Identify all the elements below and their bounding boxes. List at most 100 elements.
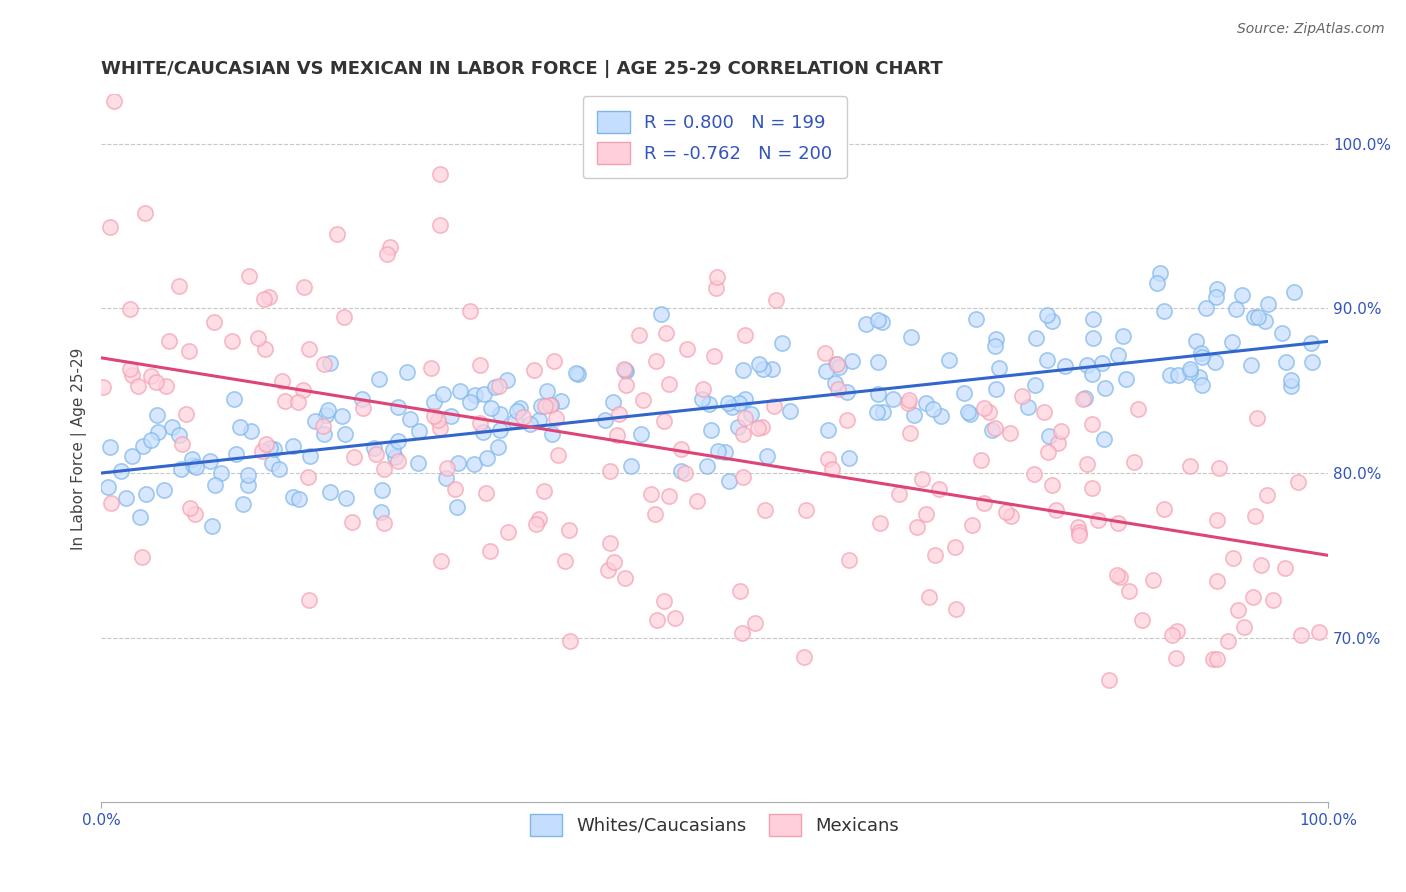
- Point: [364, 446, 387, 460]
- Point: [887, 487, 910, 501]
- Point: [458, 304, 481, 318]
- Point: [447, 456, 470, 470]
- Point: [928, 482, 950, 496]
- Point: [319, 484, 342, 499]
- Point: [793, 649, 815, 664]
- Point: [747, 421, 769, 435]
- Point: [838, 450, 860, 465]
- Point: [835, 384, 858, 399]
- Point: [423, 409, 446, 424]
- Point: [1191, 350, 1213, 364]
- Point: [304, 414, 326, 428]
- Point: [640, 487, 662, 501]
- Point: [1164, 650, 1187, 665]
- Point: [977, 405, 1000, 419]
- Point: [603, 556, 626, 570]
- Point: [838, 553, 860, 567]
- Point: [1092, 432, 1115, 446]
- Point: [1111, 328, 1133, 343]
- Point: [373, 516, 395, 531]
- Point: [496, 373, 519, 387]
- Point: [1263, 593, 1285, 607]
- Point: [519, 417, 541, 431]
- Point: [1081, 481, 1104, 495]
- Point: [752, 362, 775, 376]
- Point: [342, 516, 364, 530]
- Point: [1076, 457, 1098, 471]
- Point: [614, 364, 637, 378]
- Point: [872, 405, 894, 419]
- Point: [645, 613, 668, 627]
- Point: [496, 524, 519, 539]
- Point: [1036, 353, 1059, 368]
- Point: [247, 331, 270, 345]
- Point: [370, 505, 392, 519]
- Point: [426, 413, 449, 427]
- Point: [91, 380, 114, 394]
- Point: [541, 427, 564, 442]
- Point: [1036, 445, 1059, 459]
- Point: [273, 393, 295, 408]
- Point: [1142, 574, 1164, 588]
- Point: [669, 464, 692, 478]
- Point: [770, 336, 793, 351]
- Point: [779, 403, 801, 417]
- Point: [731, 363, 754, 377]
- Point: [866, 355, 889, 369]
- Point: [1243, 310, 1265, 324]
- Point: [135, 487, 157, 501]
- Point: [897, 395, 920, 409]
- Point: [567, 367, 589, 381]
- Point: [903, 408, 925, 422]
- Point: [472, 386, 495, 401]
- Point: [921, 402, 943, 417]
- Point: [1257, 297, 1279, 311]
- Point: [253, 343, 276, 357]
- Point: [167, 279, 190, 293]
- Point: [259, 441, 281, 455]
- Point: [706, 270, 728, 285]
- Point: [1282, 285, 1305, 300]
- Point: [696, 459, 718, 474]
- Point: [700, 423, 723, 437]
- Point: [253, 292, 276, 306]
- Point: [460, 394, 482, 409]
- Point: [384, 450, 406, 465]
- Point: [614, 571, 637, 585]
- Point: [855, 317, 877, 331]
- Text: WHITE/CAUCASIAN VS MEXICAN IN LABOR FORCE | AGE 25-29 CORRELATION CHART: WHITE/CAUCASIAN VS MEXICAN IN LABOR FORC…: [101, 60, 943, 78]
- Point: [162, 420, 184, 434]
- Point: [239, 424, 262, 438]
- Point: [980, 423, 1002, 437]
- Point: [1000, 508, 1022, 523]
- Point: [825, 357, 848, 371]
- Point: [609, 407, 631, 421]
- Point: [835, 413, 858, 427]
- Point: [429, 167, 451, 181]
- Point: [281, 439, 304, 453]
- Point: [1074, 392, 1097, 406]
- Point: [564, 366, 586, 380]
- Point: [134, 206, 156, 220]
- Point: [534, 399, 557, 413]
- Point: [399, 412, 422, 426]
- Point: [1109, 570, 1132, 584]
- Point: [335, 491, 357, 505]
- Point: [298, 342, 321, 356]
- Point: [754, 503, 776, 517]
- Point: [1233, 620, 1256, 634]
- Point: [550, 394, 572, 409]
- Point: [1256, 488, 1278, 502]
- Point: [988, 361, 1011, 376]
- Point: [368, 372, 391, 386]
- Point: [815, 364, 838, 378]
- Point: [202, 315, 225, 329]
- Point: [704, 281, 727, 295]
- Point: [606, 428, 628, 442]
- Point: [145, 408, 167, 422]
- Point: [1130, 613, 1153, 627]
- Point: [761, 362, 783, 376]
- Point: [406, 456, 429, 470]
- Point: [1188, 370, 1211, 384]
- Point: [824, 357, 846, 371]
